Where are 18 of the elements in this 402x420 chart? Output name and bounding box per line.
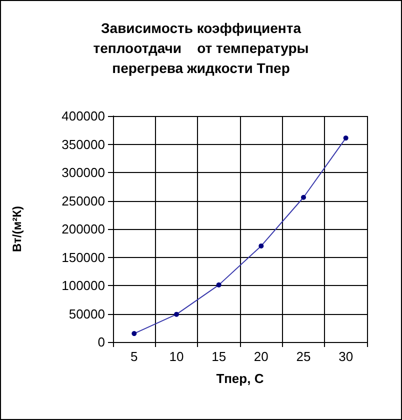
x-tick-label: 5 [130, 349, 138, 364]
x-tick-label: 10 [169, 349, 184, 364]
x-tick-label: 15 [212, 349, 226, 364]
y-tick-label: 100000 [62, 278, 105, 293]
y-tick-label: 200000 [62, 222, 105, 236]
y-tick-label: 50000 [68, 306, 105, 322]
chart-title: Зависимость коэффициента теплоотдачи от температуры перегрева жидкости Тпер [93, 20, 309, 76]
y-tick-label: 400000 [62, 108, 105, 124]
y-axis-title: Вт/(м²К) [10, 206, 24, 252]
y-tick-label: 350000 [62, 136, 105, 152]
y-tick-label: 0 [98, 334, 105, 350]
y-tick-label: 250000 [62, 193, 105, 208]
x-axis-title: Тпер, С [216, 371, 264, 386]
y-tick-label: 150000 [62, 250, 105, 265]
x-tick-label: 30 [338, 349, 354, 364]
x-tick-label: 20 [254, 349, 268, 364]
x-tick-label: 25 [296, 349, 311, 364]
y-tick-label: 300000 [62, 165, 105, 180]
